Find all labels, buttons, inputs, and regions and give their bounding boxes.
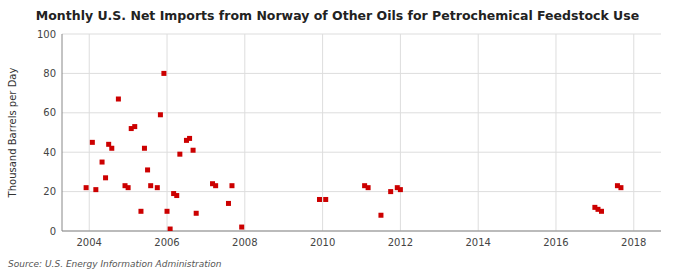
y-grid-line — [62, 34, 661, 35]
point — [155, 185, 160, 190]
x-axis-line — [62, 231, 661, 232]
point — [174, 193, 179, 198]
point — [158, 112, 163, 117]
point — [194, 211, 199, 216]
point — [100, 160, 105, 165]
y-grid-line — [62, 191, 661, 192]
point — [132, 124, 137, 129]
point — [229, 183, 234, 188]
point — [93, 187, 98, 192]
x-tick-label: 2016 — [543, 237, 568, 248]
point — [398, 187, 403, 192]
point — [618, 185, 623, 190]
x-tick-label: 2006 — [154, 237, 179, 248]
y-tick-label: 80 — [43, 68, 56, 79]
y-axis-line — [62, 34, 63, 231]
y-axis-label: Thousand Barrels per Day — [7, 68, 18, 199]
x-tick-label: 2018 — [621, 237, 646, 248]
y-tick-label: 100 — [37, 29, 56, 40]
point — [126, 185, 131, 190]
x-grid-line — [633, 34, 634, 231]
y-tick-label: 0 — [50, 226, 56, 237]
point — [239, 225, 244, 230]
point — [323, 197, 328, 202]
title: Monthly U.S. Net Imports from Norway of … — [36, 8, 639, 23]
point — [148, 183, 153, 188]
x-tick-label: 2004 — [77, 237, 102, 248]
x-grid-line — [555, 34, 556, 231]
x-grid-line — [244, 34, 245, 231]
x-tick-label: 2014 — [465, 237, 490, 248]
x-grid-line — [322, 34, 323, 231]
x-grid-line — [167, 34, 168, 231]
x-tick-label: 2010 — [310, 237, 335, 248]
points — [84, 71, 624, 231]
chart: Monthly U.S. Net Imports from Norway of … — [0, 0, 675, 275]
x-tick-label: 2008 — [232, 237, 257, 248]
x-grid-line — [478, 34, 479, 231]
point — [378, 213, 383, 218]
x-grid-line — [89, 34, 90, 231]
point — [109, 146, 114, 151]
point — [84, 185, 89, 190]
y-grid-line — [62, 152, 661, 153]
point — [145, 167, 150, 172]
x-tick-label: 2012 — [388, 237, 413, 248]
point — [161, 71, 166, 76]
point — [103, 175, 108, 180]
grid — [62, 34, 661, 231]
y-grid-line — [62, 231, 661, 232]
source-annotation: Source: U.S. Energy Information Administ… — [8, 259, 222, 269]
point — [317, 197, 322, 202]
point — [213, 183, 218, 188]
point — [226, 201, 231, 206]
x-grid-line — [400, 34, 401, 231]
y-tick-label: 20 — [43, 186, 56, 197]
point — [388, 189, 393, 194]
point — [138, 209, 143, 214]
y-tick-label: 40 — [43, 147, 56, 158]
point — [366, 185, 371, 190]
point — [142, 146, 147, 151]
y-tick-label: 60 — [43, 107, 56, 118]
point — [90, 140, 95, 145]
point — [177, 152, 182, 157]
point — [168, 227, 173, 231]
point — [187, 136, 192, 141]
y-grid-line — [62, 73, 661, 74]
point — [165, 209, 170, 214]
point — [191, 148, 196, 153]
point — [599, 209, 604, 214]
y-grid-line — [62, 112, 661, 113]
point — [116, 97, 121, 102]
